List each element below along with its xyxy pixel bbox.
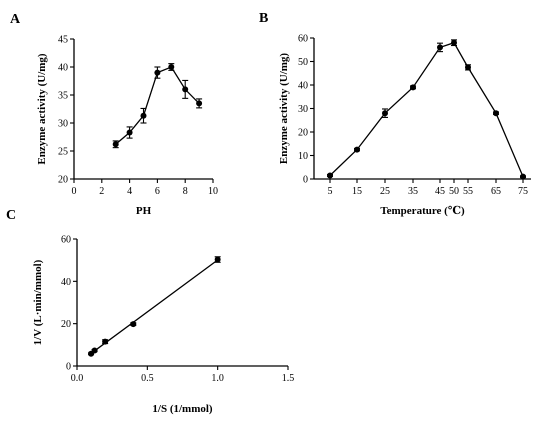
x-tick-label: 15 <box>352 186 362 197</box>
y-tick-label: 60 <box>61 235 71 246</box>
data-point <box>520 173 526 180</box>
panel-label: B <box>259 11 268 26</box>
y-tick-label: 20 <box>61 319 71 330</box>
x-axis-title: PH <box>136 205 152 217</box>
y-axis-title: Enzyme activity (U/mg) <box>278 53 290 165</box>
x-tick-label: 8 <box>183 186 188 197</box>
x-axis-title: 1/S (1/mmol) <box>152 403 213 415</box>
y-tick-label: 40 <box>58 63 68 74</box>
data-point <box>168 64 175 70</box>
x-tick-label: 0 <box>72 186 77 197</box>
y-axis-title: 1/V (L·min/mmol) <box>32 259 44 345</box>
data-point <box>140 112 147 119</box>
x-tick-label: 25 <box>380 186 390 197</box>
x-tick-label: 65 <box>491 186 501 197</box>
x-tick-label: 5 <box>328 186 333 197</box>
y-tick-label: 40 <box>298 81 308 92</box>
panel-label: C <box>6 208 16 223</box>
y-tick-label: 60 <box>298 34 308 45</box>
panel-label: A <box>10 12 21 27</box>
data-point <box>112 141 119 148</box>
y-tick-label: 20 <box>298 128 308 139</box>
panel-b-temperature-chart: B 0 10 20 30 40 50 60 5 15 25 35 45 50 55 65 75 Temperatu… <box>259 11 531 217</box>
x-tick-label: 4 <box>127 186 132 197</box>
x-tick-label: 45 <box>435 186 445 197</box>
series-line <box>329 41 524 177</box>
y-tick-label: 0 <box>66 362 71 373</box>
x-tick-label: 2 <box>99 186 104 197</box>
y-tick-label: 10 <box>298 151 308 162</box>
x-tick-label: 1.0 <box>211 373 224 384</box>
y-tick-label: 0 <box>303 175 308 186</box>
data-point <box>382 110 388 117</box>
data-point <box>410 84 416 91</box>
y-tick-label: 40 <box>61 277 71 288</box>
y-tick-label: 20 <box>58 175 68 186</box>
data-point <box>130 321 137 328</box>
data-point <box>182 86 189 93</box>
panel-a-ph-chart: A 20 25 30 35 40 45 0 2 4 6 8 10 PH Enzyme activity (U… <box>10 12 218 217</box>
x-tick-label: 6 <box>155 186 160 197</box>
x-tick-label: 0.0 <box>71 373 84 384</box>
data-point <box>154 69 161 76</box>
data-point <box>126 129 133 136</box>
x-tick-label: 1.5 <box>282 373 295 384</box>
y-tick-label: 50 <box>298 57 308 68</box>
data-point <box>327 172 333 179</box>
y-tick-label: 35 <box>58 91 68 102</box>
data-point <box>465 64 471 71</box>
y-tick-label: 30 <box>58 119 68 130</box>
data-point <box>91 347 98 354</box>
x-tick-label: 75 <box>518 186 528 197</box>
data-point <box>102 338 109 345</box>
y-tick-label: 45 <box>58 35 68 46</box>
data-point <box>196 100 203 107</box>
x-axis-title: Temperature (℃) <box>380 205 465 217</box>
data-point <box>354 146 360 153</box>
regression-line <box>90 259 219 354</box>
y-axis-title: Enzyme activity (U/mg) <box>36 53 48 165</box>
y-tick-label: 30 <box>298 104 308 115</box>
x-tick-label: 35 <box>408 186 418 197</box>
data-point <box>451 39 457 46</box>
x-tick-label: 0.5 <box>141 373 154 384</box>
data-point <box>437 44 443 51</box>
x-tick-label: 10 <box>208 186 218 197</box>
x-tick-label: 55 <box>463 186 473 197</box>
y-tick-label: 25 <box>58 147 68 158</box>
x-tick-label: 50 <box>449 186 459 197</box>
data-point <box>214 256 221 263</box>
data-point <box>493 110 499 117</box>
panel-c-lineweaver-burk-chart: C 0 20 40 60 0.0 0.5 1.0 1.5 1/S (1/mmol) 1/V (L·m… <box>6 208 294 415</box>
